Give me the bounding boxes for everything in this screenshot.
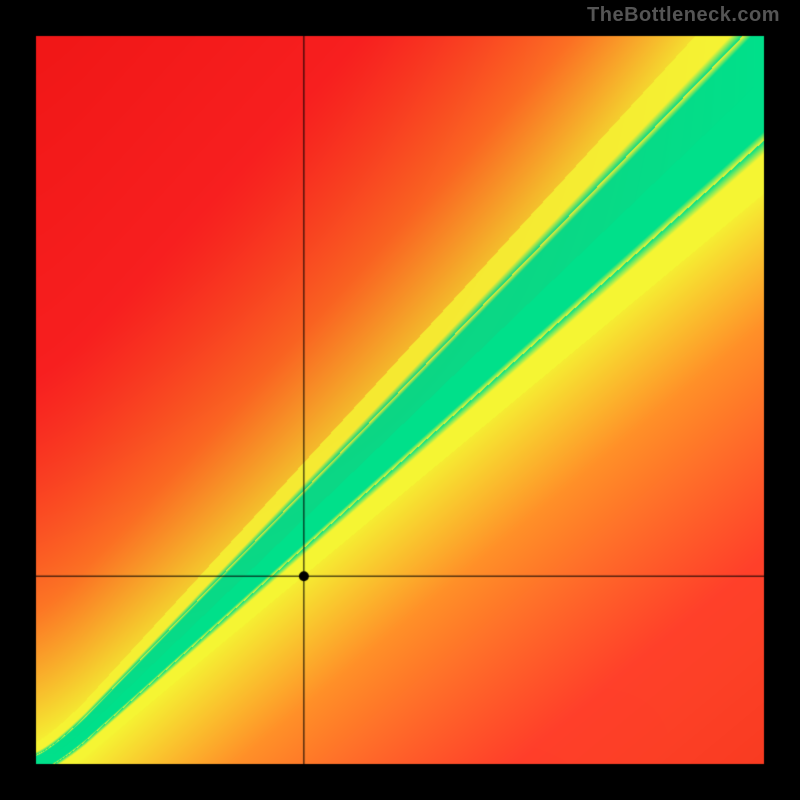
watermark-text: TheBottleneck.com — [587, 4, 780, 27]
chart-container: TheBottleneck.com — [0, 0, 800, 800]
heatmap-canvas — [0, 0, 800, 800]
